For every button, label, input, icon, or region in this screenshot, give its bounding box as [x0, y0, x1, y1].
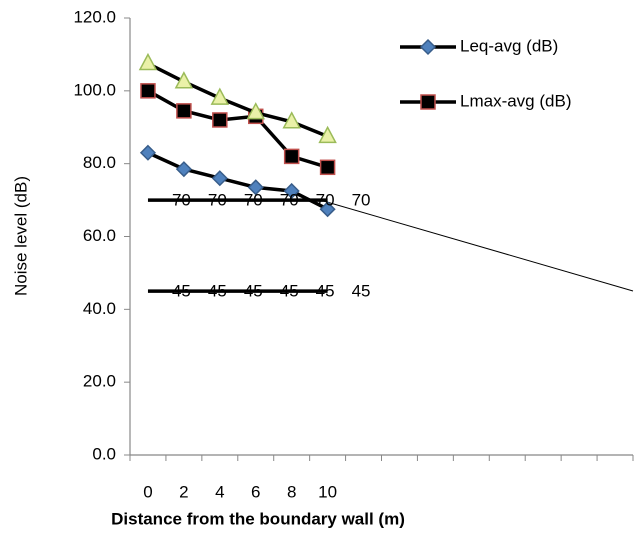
y-tick-label: 0.0 [92, 444, 116, 463]
data-label: 45 [316, 282, 335, 301]
data-label: 70 [208, 191, 227, 210]
point [211, 170, 228, 187]
point [174, 71, 194, 89]
point [282, 111, 301, 129]
data-label: 70 [316, 191, 335, 210]
x-tick-label: 0 [143, 482, 152, 501]
point [176, 103, 192, 119]
point [247, 179, 264, 196]
y-tick-label: 120.0 [73, 7, 116, 26]
series-line [147, 151, 329, 211]
point [318, 125, 337, 144]
legend-label: Leq-avg (dB) [460, 36, 558, 55]
point [419, 38, 437, 56]
data-label: 45 [280, 282, 299, 301]
data-label: 70 [172, 191, 191, 210]
point [212, 112, 228, 128]
point [139, 144, 157, 161]
y-tick-label: 20.0 [83, 372, 116, 391]
point [283, 148, 300, 165]
point [246, 102, 265, 120]
y-axis-title: Noise level (dB) [11, 176, 30, 296]
y-tick-label: 100.0 [73, 80, 116, 99]
x-tick-label: 2 [179, 482, 188, 501]
x-tick-label: 4 [215, 482, 224, 501]
data-label: 45 [244, 282, 263, 301]
point [175, 161, 192, 178]
series-line [147, 61, 329, 138]
y-tick-label: 40.0 [83, 299, 116, 318]
y-tick-label: 80.0 [83, 153, 116, 172]
x-axis-title: Distance from the boundary wall (m) [111, 509, 405, 528]
x-tick-label: 6 [251, 482, 260, 501]
data-label: 45 [352, 282, 371, 301]
legend-label: Lmax-avg (dB) [460, 91, 571, 110]
point [283, 182, 300, 200]
point [140, 83, 156, 99]
data-label: 70 [280, 191, 299, 210]
point [319, 159, 336, 176]
x-tick-label: 8 [287, 482, 296, 501]
x-tick-label: 10 [318, 482, 337, 501]
point [420, 94, 436, 110]
point [210, 87, 230, 105]
point [319, 201, 336, 218]
data-label: 45 [208, 282, 227, 301]
point [138, 52, 158, 71]
data-label: 70 [244, 191, 263, 210]
y-tick-label: 60.0 [83, 226, 116, 245]
data-label: 70 [352, 191, 371, 210]
series-line [147, 89, 329, 169]
connector-line [319, 199, 634, 292]
data-label: 45 [172, 282, 191, 301]
